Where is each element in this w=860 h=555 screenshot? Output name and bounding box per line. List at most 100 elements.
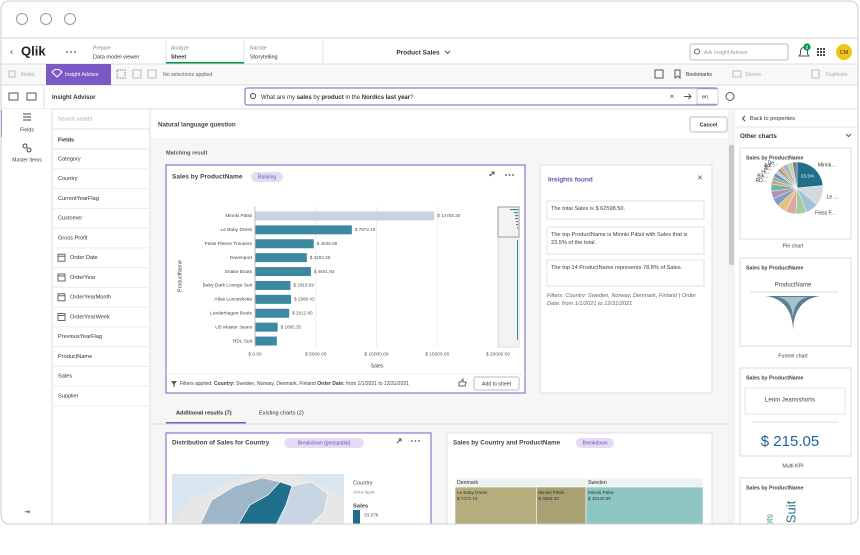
question-header (151, 110, 728, 138)
bookmarks-button[interactable]: Bookmarks (686, 72, 712, 78)
forward-icon[interactable] (147, 69, 157, 79)
treemap-cell[interactable] (585, 486, 704, 537)
search-box[interactable] (689, 43, 789, 61)
bar[interactable] (255, 294, 292, 304)
expand-icon[interactable] (396, 438, 402, 444)
scroll-preview[interactable] (497, 206, 520, 348)
chevron[interactable] (444, 50, 451, 55)
field-item[interactable]: Country (58, 176, 78, 182)
apps-icon[interactable] (817, 48, 825, 56)
avatar[interactable] (836, 44, 852, 60)
category-label: Minnki Pälsii (225, 213, 252, 219)
scrollbar-track (728, 110, 735, 524)
y-axis-title: ProductName (177, 260, 183, 292)
legend-max: 33.07k (364, 512, 379, 518)
panel-toggle[interactable] (26, 92, 37, 101)
suggestion-card[interactable] (739, 477, 852, 538)
clear-button[interactable]: × (670, 92, 675, 101)
window-dot[interactable] (16, 13, 28, 25)
field-item[interactable]: OrderYear (70, 275, 96, 281)
nav-label[interactable]: Analyze (171, 45, 189, 51)
sheets-button[interactable]: Sheets (745, 72, 762, 78)
results-tab[interactable]: Existing charts (2) (259, 410, 304, 416)
field-item[interactable]: OrderYearMonth (70, 295, 111, 301)
field-item[interactable]: Supplier (58, 393, 79, 399)
nav-label[interactable]: Narrate (250, 45, 267, 51)
nav-sub: Sheet (171, 54, 186, 60)
field-item[interactable]: OrderYearWeek (70, 314, 110, 320)
more-icon[interactable] (505, 174, 507, 176)
logo[interactable]: Qlik (21, 43, 46, 58)
insight-advisor-button[interactable] (46, 64, 111, 85)
bar[interactable] (255, 322, 278, 332)
back-icon[interactable] (741, 115, 746, 122)
card-caption: Pie chart (783, 243, 804, 249)
app-title[interactable]: Product Sales (396, 50, 440, 57)
field-item[interactable]: ProductName (58, 354, 92, 360)
field-item[interactable]: Sales (58, 374, 72, 380)
panel-toggle[interactable] (8, 92, 19, 101)
bar[interactable] (255, 211, 435, 221)
add-to-sheet-button[interactable] (473, 376, 520, 391)
grid-icon[interactable] (654, 69, 664, 79)
like-icon[interactable] (458, 377, 467, 387)
back-icon[interactable] (132, 69, 142, 79)
menu-dot[interactable] (66, 51, 68, 53)
bar[interactable] (255, 267, 311, 277)
rail-tab[interactable]: Fields (20, 127, 34, 133)
close-button[interactable]: × (697, 172, 702, 182)
back-arrow[interactable]: ‹ (10, 46, 13, 56)
bar[interactable] (255, 280, 291, 290)
bar[interactable] (255, 239, 314, 249)
info-icon[interactable] (725, 92, 735, 101)
language: en (702, 94, 708, 100)
pie-chart: Minnk...23.5% Le ... Feiss F... RD...Bik...… (755, 161, 837, 217)
field-item[interactable]: Order Date (70, 255, 98, 261)
bar[interactable] (255, 336, 277, 346)
insight-text: The top ProductName is Minnki Pälsii wit… (551, 232, 688, 246)
field-item[interactable]: PreviousYearFlag (58, 334, 102, 340)
insight-box (546, 259, 705, 287)
back-to-properties[interactable]: Back to properties (750, 116, 795, 122)
chevron[interactable] (845, 133, 852, 138)
field-item[interactable]: Customer (58, 216, 82, 222)
results-tab[interactable]: Additional results (7) (176, 410, 232, 416)
query-segment: last year (386, 95, 411, 101)
category-label: RDL Suit (233, 338, 253, 344)
bar[interactable] (255, 225, 352, 235)
card-title: Sales by ProductName (746, 155, 803, 161)
slice-value: 23.5% (801, 174, 815, 180)
cell-value: $ 4556.33 (538, 496, 559, 501)
more-icon[interactable] (411, 440, 413, 442)
nav-label[interactable]: Prepare (93, 45, 111, 51)
window-dot[interactable] (40, 13, 52, 25)
country-area[interactable] (275, 481, 329, 525)
panel-title: Insight Advisor (52, 95, 96, 101)
field-item[interactable]: Gross Profit (58, 235, 88, 241)
scroll-window[interactable] (497, 206, 520, 238)
chart-card[interactable] (165, 164, 526, 394)
scrollbar-thumb[interactable] (729, 145, 734, 265)
rail-tab[interactable]: Master items (12, 157, 42, 163)
selection-icon[interactable] (116, 69, 126, 79)
field-item[interactable]: CurrentYearFlag (58, 196, 99, 202)
nav-sub: Data model viewer (93, 54, 139, 60)
bar[interactable] (255, 308, 290, 318)
asset-search[interactable]: Search assets (58, 116, 92, 122)
window-frame (0, 0, 859, 525)
bar[interactable] (255, 253, 307, 263)
duplicate-button[interactable]: Duplicate (826, 72, 848, 78)
cancel-button[interactable] (689, 116, 728, 133)
submit-button[interactable] (684, 93, 692, 100)
notes-button[interactable]: Notes (21, 72, 35, 78)
language-select[interactable] (696, 88, 719, 105)
field-item[interactable]: Category (58, 156, 81, 162)
collapse-icon[interactable]: ⇥ (24, 509, 30, 516)
footer-segment: from 1/1/2021 to 12/31/2021 (345, 381, 409, 387)
expand-icon[interactable] (489, 171, 495, 177)
avatar-initials: CM (840, 50, 849, 56)
query-text: What are my sales by product in the Nord… (261, 95, 414, 101)
window-dot[interactable] (64, 13, 76, 25)
treemap-cell[interactable] (536, 486, 587, 537)
filters-applied: Filters applied: Country: Sweden, Norway… (180, 381, 409, 387)
